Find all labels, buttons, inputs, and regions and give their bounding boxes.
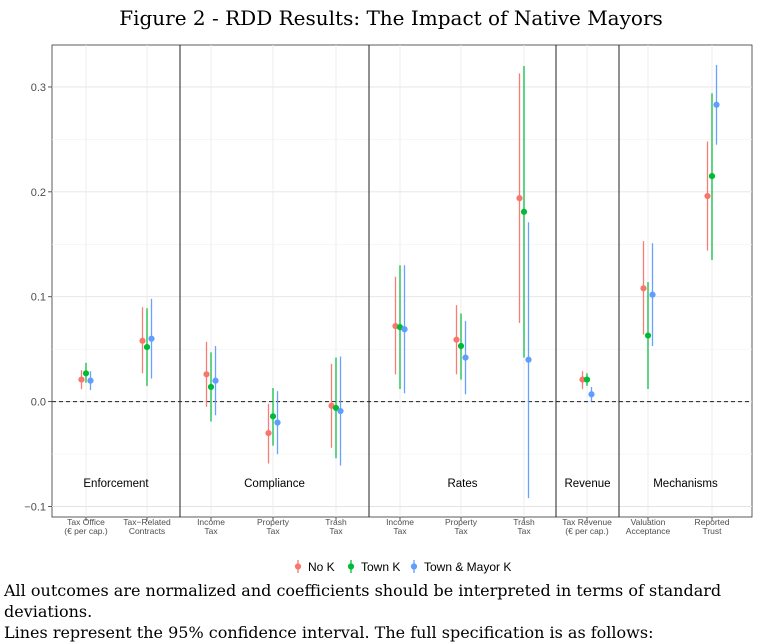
point-estimate (143, 343, 151, 351)
legend-label: Town & Mayor K (424, 560, 511, 574)
point-estimate (401, 326, 408, 333)
panel-label: Compliance (244, 478, 305, 490)
point-estimate (148, 335, 155, 342)
x-tick-label: Income (197, 517, 225, 527)
x-tick-label: (€ per cap.) (64, 526, 108, 536)
y-tick-label: 0.0 (31, 397, 46, 409)
x-tick-label: Tax (517, 526, 531, 536)
point-estimate (579, 376, 586, 383)
x-tick-label: Tax (266, 526, 280, 536)
figure-title: Figure 2 - RDD Results: The Impact of Na… (119, 6, 663, 30)
figure-notes: All outcomes are normalized and coeffici… (4, 580, 780, 643)
point-estimate (265, 429, 272, 437)
point-estimate (332, 404, 340, 412)
point-estimate (274, 419, 281, 426)
x-tick-label: (€ per cap.) (565, 526, 609, 536)
x-tick-label: Trash (325, 517, 347, 527)
point-estimate (516, 195, 523, 202)
x-tick-label: Reported (695, 517, 730, 527)
point-estimates (78, 101, 720, 437)
y-tick-label: 0.1 (31, 292, 46, 304)
x-tick-label: Tax Office (67, 517, 105, 527)
x-tick-label: Income (386, 517, 414, 527)
x-tick-label: Tax (393, 526, 407, 536)
y-tick-label: 0.3 (31, 82, 46, 94)
point-estimate (649, 291, 656, 298)
panel-label: Enforcement (83, 478, 149, 490)
legend-key-point (347, 563, 355, 570)
y-tick-label: −0.1 (24, 502, 46, 514)
x-tick-label: Trash (513, 517, 535, 527)
panel-label: Revenue (564, 478, 610, 490)
point-estimate (82, 370, 90, 377)
x-tick-label: Tax (204, 526, 218, 536)
legend: No K Town K Town & Mayor K (294, 560, 511, 574)
plot-panel-background (51, 44, 753, 518)
point-estimate (640, 285, 647, 292)
panel-separators (179, 45, 620, 517)
point-estimate (207, 383, 215, 391)
x-tick-label: Property (445, 517, 478, 527)
x-tick-label: Property (257, 517, 290, 527)
x-tick-label: Tax Revenue (562, 517, 612, 527)
legend-label: No K (308, 560, 335, 574)
x-axis-ticks: Tax Office(€ per cap.)Tax−RelatedContrac… (64, 517, 730, 536)
legend-label: Town K (361, 560, 400, 574)
point-estimate (644, 332, 652, 339)
point-estimate (139, 337, 146, 344)
x-tick-label: Contracts (129, 526, 165, 536)
point-estimate (87, 377, 94, 384)
legend-key-point (410, 563, 418, 570)
point-estimate (713, 101, 720, 108)
point-estimate (525, 356, 532, 363)
point-estimate (708, 173, 716, 180)
point-estimate (269, 413, 277, 420)
point-estimate (462, 354, 469, 361)
panel-labels: Enforcement Compliance Rates Revenue Mechani… (83, 478, 718, 490)
y-axis-ticks: −0.1 0.0 0.1 0.2 0.3 (24, 82, 52, 514)
note-line-1: All outcomes are normalized and coeffici… (4, 581, 722, 621)
point-estimate (457, 342, 465, 350)
point-estimate (453, 336, 460, 343)
point-estimate (704, 192, 711, 200)
point-estimate (337, 407, 344, 415)
legend-key-point (294, 563, 302, 570)
point-estimate (520, 208, 528, 215)
x-tick-label: Acceptance (626, 526, 671, 536)
x-tick-label: Valuation (631, 517, 666, 527)
note-line-2: Lines represent the 95% confidence inter… (4, 623, 654, 642)
panel-label: Mechanisms (653, 478, 718, 490)
x-tick-label: Trust (702, 526, 722, 536)
y-tick-label: 0.2 (31, 187, 46, 199)
x-tick-label: Tax (454, 526, 468, 536)
point-estimate (583, 376, 591, 383)
point-estimate (203, 371, 210, 378)
x-tick-label: Tax−Related (123, 517, 171, 527)
x-tick-label: Tax (329, 526, 343, 536)
point-estimate (588, 391, 595, 398)
point-estimate (78, 376, 85, 383)
panel-label: Rates (447, 478, 477, 490)
point-estimate (212, 377, 219, 384)
